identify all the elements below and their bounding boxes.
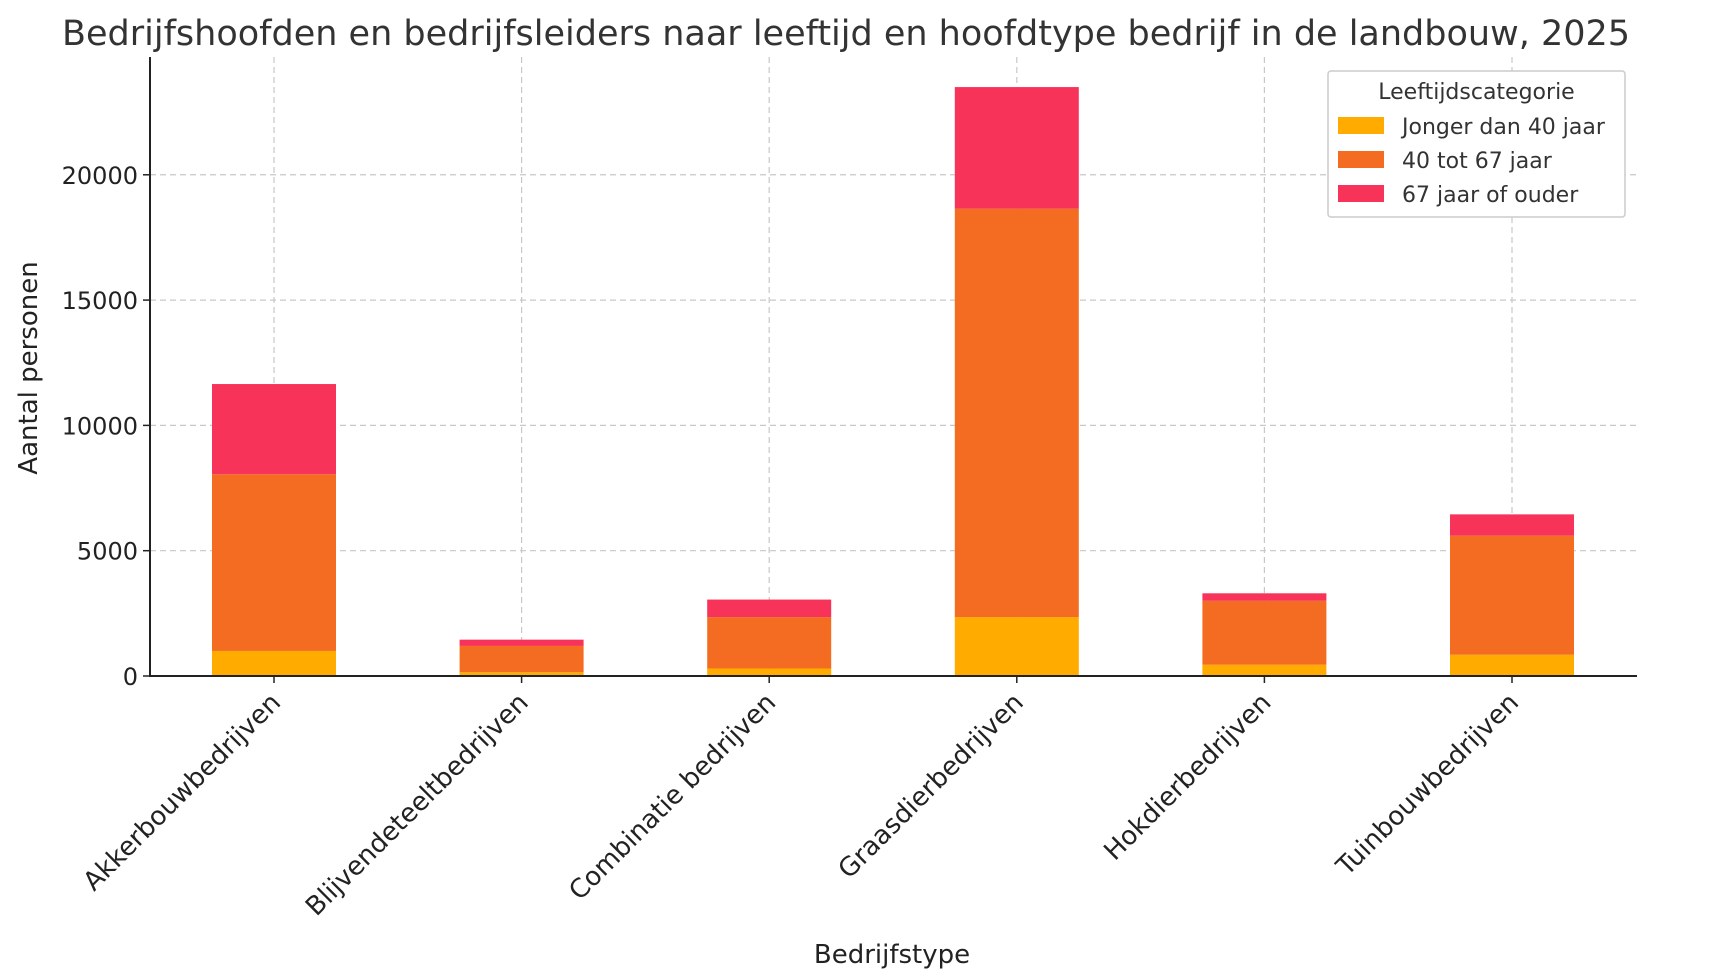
- legend-label-1: Jonger dan 40 jaar: [1400, 115, 1606, 140]
- bar-5-series-1: [1202, 664, 1327, 676]
- legend: Leeftijdscategorie Jonger dan 40 jaar 40 t…: [1327, 70, 1626, 218]
- bar-6-series-3: [1450, 514, 1574, 536]
- x-axis-title: Bedrijfstype: [814, 940, 970, 970]
- bar-3-series-1: [707, 668, 832, 676]
- x-tick-label-6: Tuinbouwbedrijven: [1330, 688, 1525, 883]
- bar-5-series-3: [1202, 593, 1327, 601]
- legend-title: Leeftijdscategorie: [1378, 80, 1574, 105]
- bar-6-series-2: [1450, 535, 1574, 655]
- bar-4-series-2: [954, 208, 1079, 618]
- y-axis-title: Aantal personen: [14, 261, 44, 474]
- bar-4-series-3: [954, 87, 1079, 209]
- y-tick-label-0: 0: [123, 663, 138, 691]
- axes: [149, 57, 1637, 677]
- bar-4-series-1: [954, 617, 1079, 676]
- x-tick-label-1: Akkerbouwbedrijven: [78, 688, 287, 897]
- bar-1-series-3: [212, 384, 336, 475]
- bar-3-series-2: [707, 617, 832, 669]
- chart-title: Bedrijfshoofden en bedrijfsleiders naar …: [62, 14, 1630, 54]
- bar-1-series-1: [212, 650, 336, 676]
- legend-swatch-1: [1338, 117, 1384, 134]
- x-ticks: Akkerbouwbedrijven Blijvendeteeltbedrijve…: [78, 676, 1525, 922]
- bar-2-series-3: [459, 639, 584, 646]
- y-ticks: 0 5000 10000 15000 20000: [62, 162, 150, 691]
- bars: [212, 87, 1574, 676]
- y-tick-label-5000: 5000: [77, 538, 138, 566]
- y-tick-label-10000: 10000: [62, 412, 138, 440]
- bar-5-series-2: [1202, 600, 1327, 665]
- bar-3-series-3: [707, 599, 832, 618]
- x-tick-label-4: Graasdierbedrijven: [833, 688, 1030, 885]
- legend-swatch-3: [1338, 185, 1384, 202]
- x-tick-label-2: Blijvendeteeltbedrijven: [300, 688, 534, 922]
- legend-frame: [1327, 70, 1626, 218]
- bar-6-series-1: [1450, 654, 1574, 676]
- bar-1-series-2: [212, 474, 336, 651]
- x-tick-label-3: Combinatie bedrijven: [563, 688, 782, 907]
- bar-2-series-1: [459, 672, 584, 676]
- legend-label-2: 40 tot 67 jaar: [1402, 149, 1553, 174]
- x-tick-label-5: Hokdierbedrijven: [1098, 688, 1277, 867]
- y-tick-label-20000: 20000: [62, 162, 138, 190]
- legend-swatch-2: [1338, 151, 1384, 168]
- y-tick-label-15000: 15000: [62, 287, 138, 315]
- bar-2-series-2: [459, 645, 584, 673]
- legend-label-3: 67 jaar of ouder: [1402, 183, 1579, 208]
